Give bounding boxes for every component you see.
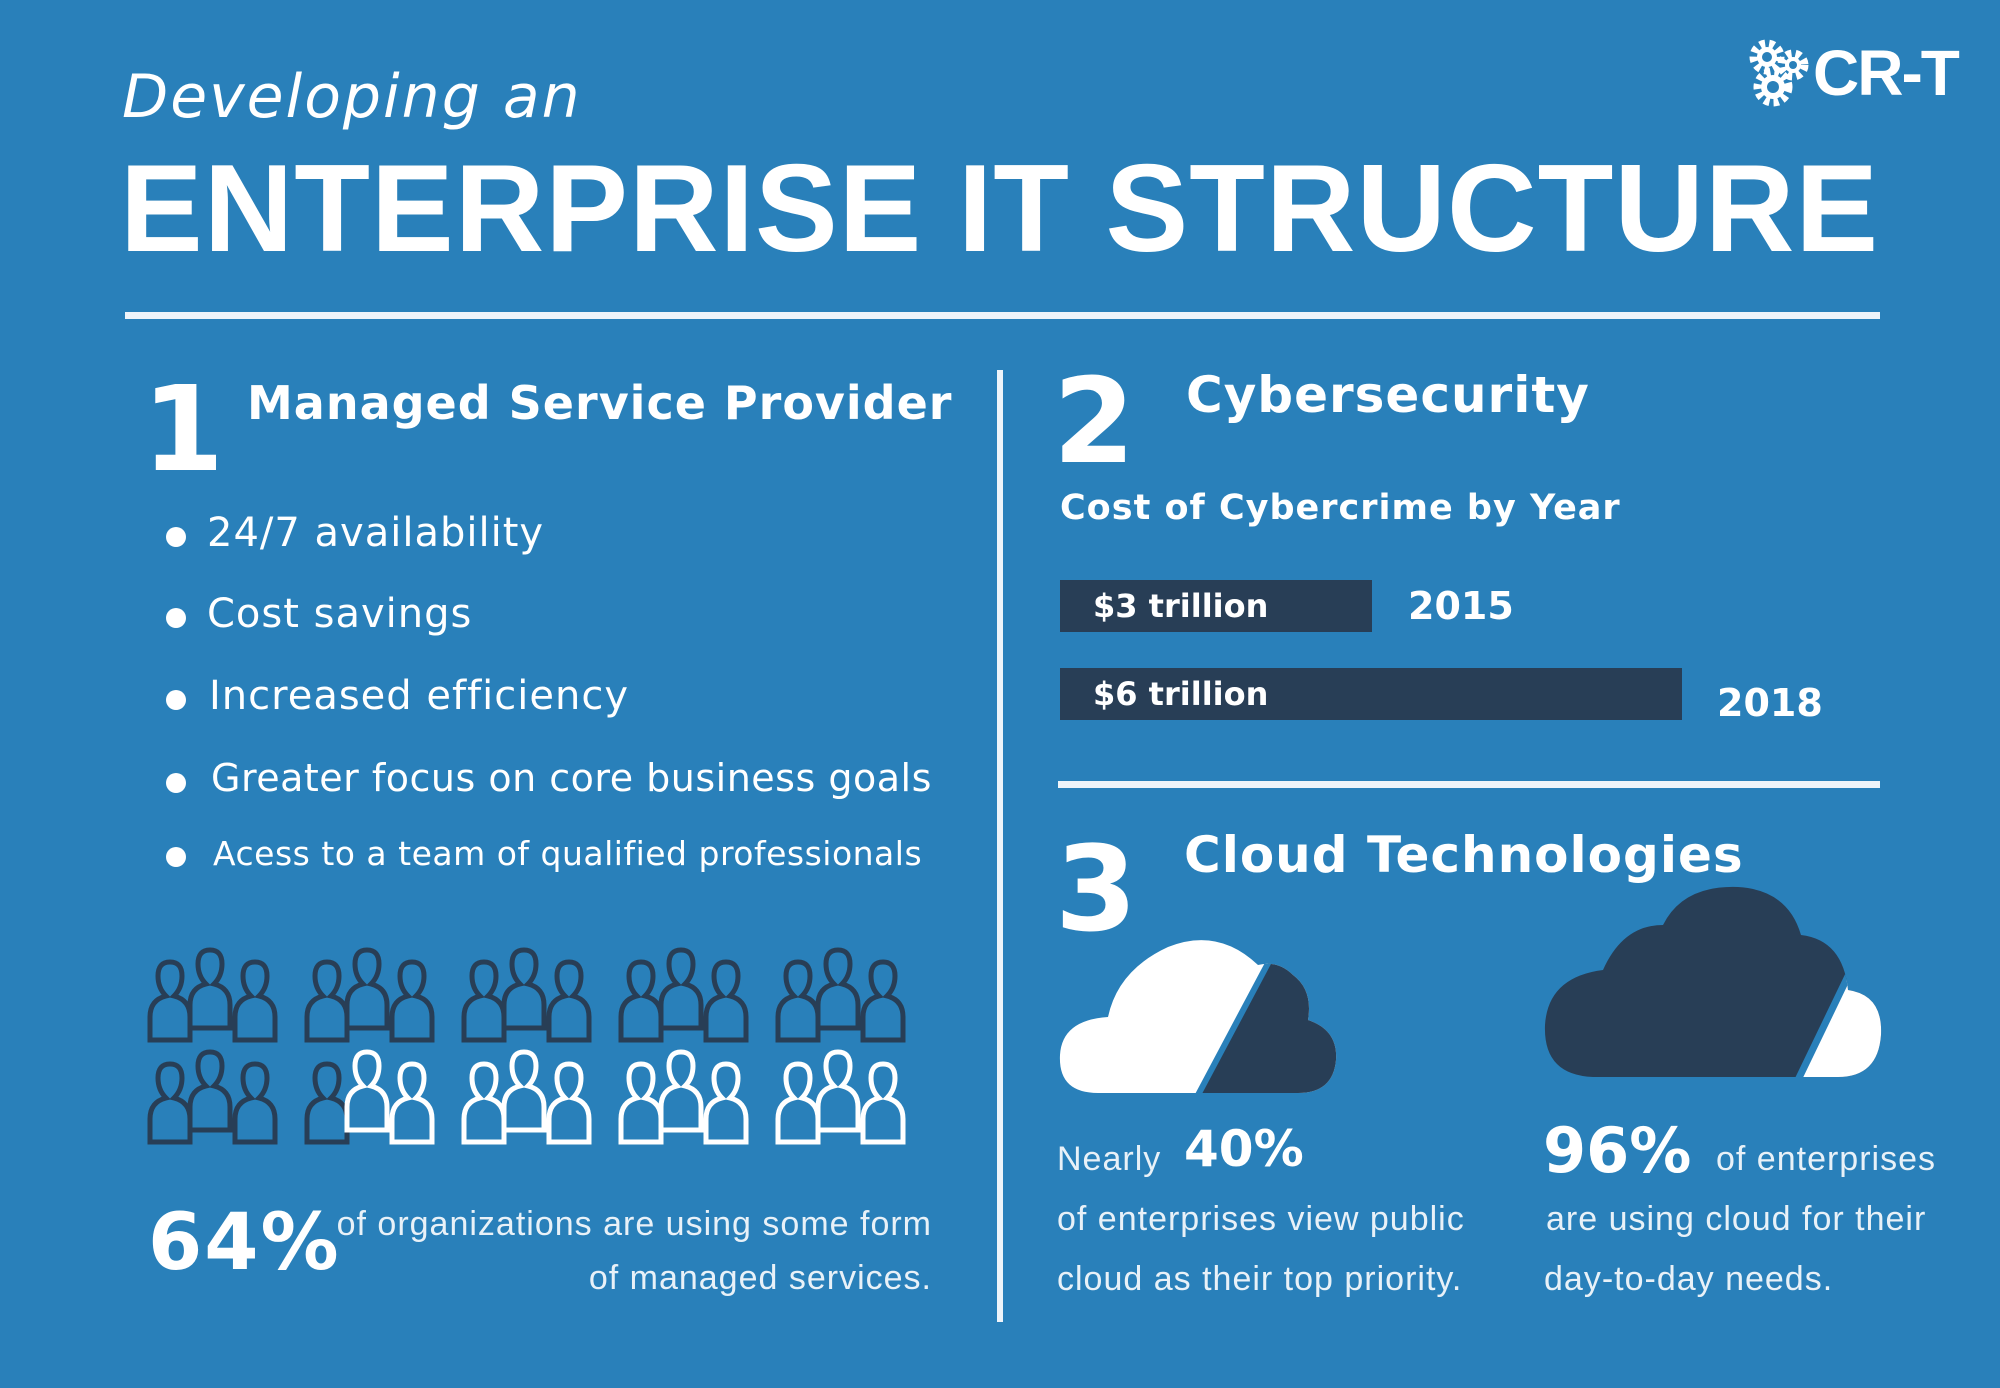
person-icon xyxy=(304,1061,350,1145)
cloud-left-line1: of enterprises view public xyxy=(1057,1200,1465,1238)
bullet-item: Increased efficiency xyxy=(209,673,629,719)
section-divider xyxy=(1058,781,1880,788)
person-icon xyxy=(344,1049,390,1133)
person-icon xyxy=(232,1061,278,1145)
person-icon xyxy=(815,947,861,1031)
cloud-left-prefix: Nearly xyxy=(1057,1140,1162,1178)
msp-stat-line1: of organizations are using some form xyxy=(336,1205,932,1243)
person-icon xyxy=(618,959,664,1043)
person-icon xyxy=(775,959,821,1043)
person-icon xyxy=(703,1061,749,1145)
bullet-item: 24/7 availability xyxy=(207,510,545,556)
cloud-right-line1: are using cloud for their xyxy=(1546,1200,1927,1238)
column-divider xyxy=(997,370,1003,1322)
person-icon xyxy=(461,959,507,1043)
person-icon xyxy=(344,947,390,1031)
title-divider xyxy=(125,312,1880,319)
bullet-item: Cost savings xyxy=(207,591,473,637)
person-icon xyxy=(501,947,547,1031)
bullet-item: Greater focus on core business goals xyxy=(211,756,932,800)
cloud-left-stat: 40% xyxy=(1184,1120,1304,1178)
bullet-dot xyxy=(166,847,186,867)
section-number-1: 1 xyxy=(142,360,225,498)
person-icon xyxy=(546,1061,592,1145)
msp-stat-line2: of managed services. xyxy=(588,1259,932,1297)
cloud-icon-40 xyxy=(1059,940,1337,1093)
person-icon xyxy=(618,1061,664,1145)
person-icon xyxy=(147,959,193,1043)
person-icon xyxy=(304,959,350,1043)
section-number-3: 3 xyxy=(1055,820,1138,958)
person-icon xyxy=(658,947,704,1031)
cloud-right-line2: day-to-day needs. xyxy=(1544,1260,1834,1298)
section-heading-cyber: Cybersecurity xyxy=(1186,366,1590,424)
person-icon xyxy=(147,1061,193,1145)
people-icon-grid xyxy=(147,947,906,1145)
bullet-dot xyxy=(166,608,186,628)
section-heading-cloud: Cloud Technologies xyxy=(1184,826,1744,884)
person-icon xyxy=(232,959,278,1043)
person-icon xyxy=(187,1049,233,1133)
msp-stat: 64% xyxy=(148,1198,341,1288)
person-icon xyxy=(658,1049,704,1133)
person-icon xyxy=(546,959,592,1043)
bullet-dot xyxy=(166,690,186,710)
cloud-right-suffix: of enterprises xyxy=(1716,1140,1936,1178)
person-icon xyxy=(775,1061,821,1145)
person-icon xyxy=(389,1061,435,1145)
logo: CR-T xyxy=(1745,36,1960,110)
gears-icon xyxy=(1749,39,1809,107)
logo-text: CR-T xyxy=(1813,37,1960,109)
chart-title: Cost of Cybercrime by Year xyxy=(1060,488,1621,528)
bar-year-2018: 2018 xyxy=(1717,681,1823,725)
person-icon xyxy=(187,947,233,1031)
bullet-item: Acess to a team of qualified professiona… xyxy=(213,834,923,873)
cloud-left-line2: cloud as their top priority. xyxy=(1057,1260,1463,1298)
person-icon xyxy=(461,1061,507,1145)
person-icon xyxy=(389,959,435,1043)
bullet-dot xyxy=(166,773,186,793)
person-icon xyxy=(860,959,906,1043)
subtitle: Developing an xyxy=(122,62,582,132)
bar-2018: $6 trillion xyxy=(1060,668,1682,720)
person-icon xyxy=(860,1061,906,1145)
bar-year-2015: 2015 xyxy=(1408,584,1514,628)
cloud-icon-96 xyxy=(1544,886,1882,1078)
bullet-dot xyxy=(166,527,186,547)
section-number-2: 2 xyxy=(1053,352,1136,490)
section-heading-msp: Managed Service Provider xyxy=(247,376,953,430)
cloud-right-stat: 96% xyxy=(1543,1114,1692,1187)
person-icon xyxy=(501,1049,547,1133)
page-title: ENTERPRISE IT STRUCTURE xyxy=(120,140,1880,278)
person-icon xyxy=(703,959,749,1043)
bar-2015: $3 trillion xyxy=(1060,580,1372,632)
person-icon xyxy=(815,1049,861,1133)
